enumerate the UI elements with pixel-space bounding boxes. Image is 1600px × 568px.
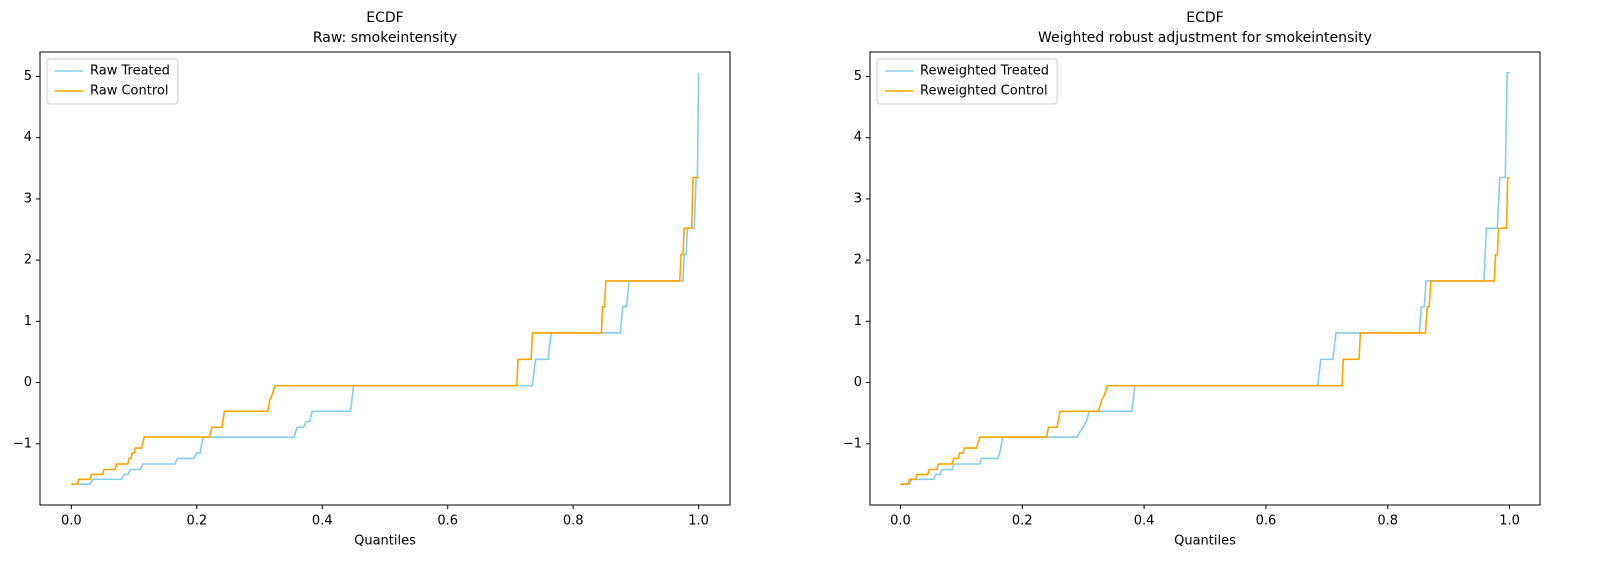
y-tick-label: 3 [24,191,32,206]
y-tick-label: 4 [854,130,862,145]
x-tick-label: 0.0 [61,514,82,529]
y-tick-label: 3 [854,191,862,206]
chart-title: ECDF [366,10,403,26]
x-tick-label: 1.0 [688,514,709,529]
x-tick-label: 0.4 [1134,514,1155,529]
x-tick-label: 0.6 [437,514,458,529]
axes-frame [39,51,731,506]
ecdf-line [71,72,700,485]
y-tick-label: 5 [854,69,862,84]
y-tick-label: −1 [13,436,32,451]
x-axis-label: Quantiles [1174,534,1236,549]
legend: Raw Treated Raw Control [46,58,179,105]
y-tick-label: 1 [24,314,32,329]
y-tick-label: 5 [24,69,32,84]
x-axis-label: Quantiles [354,534,416,549]
y-tick-label: 2 [854,253,862,268]
x-tick-label: 0.8 [1377,514,1398,529]
y-tick-label: −1 [843,436,862,451]
x-tick-label: 0.2 [186,514,207,529]
y-tick-label: 1 [854,314,862,329]
chart-subtitle: Raw: smokeintensity [313,30,457,46]
axes-frame [869,51,1541,506]
subplot: ECDF Weighted robust adjustment for smoke… [843,10,1541,549]
ecdf-line [900,72,1510,485]
y-tick-label: 0 [854,375,862,390]
ecdf-line [900,176,1510,485]
x-tick-label: 0.2 [1012,514,1033,529]
ecdf-line [71,176,699,485]
subplot: ECDF Raw: smokeintensity Quantiles 0.0 0.2 0.… [13,10,731,549]
legend-label: Reweighted Treated [920,64,1049,79]
x-tick-label: 0.6 [1256,514,1277,529]
x-tick-label: 0.8 [563,514,584,529]
legend-frame [876,58,1058,105]
legend-label: Reweighted Control [920,84,1048,99]
plot-area [71,72,700,485]
y-tick-label: 2 [24,253,32,268]
y-tick-label: 0 [24,375,32,390]
x-tick-label: 1.0 [1499,514,1520,529]
legend-label: Raw Treated [90,64,170,79]
chart-title: ECDF [1186,10,1223,26]
chart-subtitle: Weighted robust adjustment for smokeinte… [1038,30,1372,46]
legend-label: Raw Control [90,84,168,99]
y-tick-label: 4 [24,130,32,145]
legend: Reweighted Treated Reweighted Control [876,58,1058,105]
x-tick-label: 0.0 [890,514,911,529]
plot-area [900,72,1510,485]
x-tick-label: 0.4 [312,514,333,529]
